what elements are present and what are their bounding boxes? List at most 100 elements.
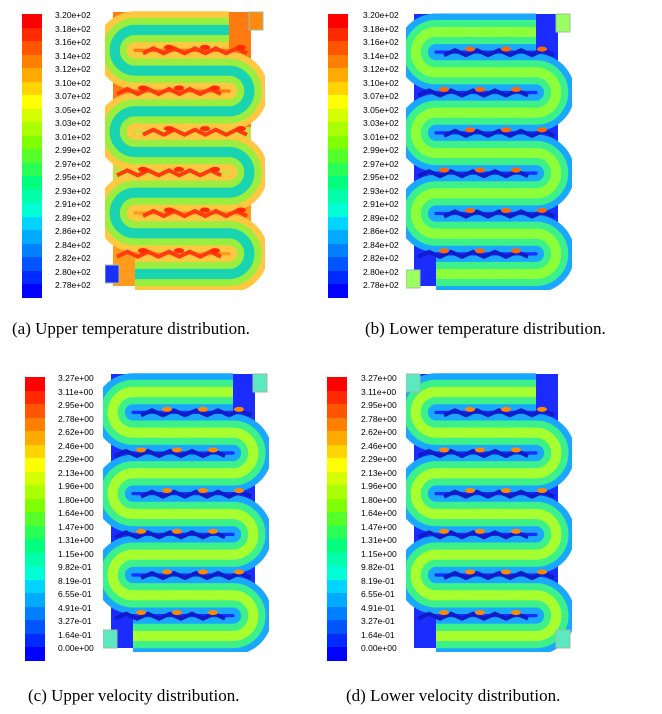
hot-spot [138,85,148,91]
port [406,269,421,289]
colorbar-tick-label: 2.84e+02 [363,239,399,250]
colorbar-swatch [327,458,347,472]
hot-spot [511,87,521,92]
colorbar-tick-label: 3.03e+02 [363,118,399,128]
colorbar-tick-label: 2.80e+02 [363,266,399,277]
hot-spot [236,207,246,213]
flow-band-center [410,26,562,280]
hot-spot [465,208,475,213]
colorbar-tick-label: 3.05e+02 [55,104,91,115]
hot-spot [439,610,449,616]
hot-spot [164,126,174,132]
colorbar-tick-label: 2.95e+02 [55,172,91,182]
colorbar-swatch [327,566,347,580]
contour-plot-d [406,373,572,652]
colorbar-swatch [328,41,348,55]
baffle [417,448,529,459]
colorbar-tick-label: 2.78e+02 [55,280,91,290]
colorbar-swatch [25,566,45,580]
hot-spot [164,207,174,213]
colorbar-a [22,14,42,298]
colorbar-tick-label: 1.96e+00 [58,481,94,491]
baffle [417,611,529,621]
colorbar-swatch [327,539,347,553]
colorbar-swatch [327,633,347,647]
colorbar-tick-label: 2.91e+02 [55,199,91,209]
colorbar-c [25,377,45,661]
colorbar-tick-label: 0.00e+00 [361,643,397,653]
hot-spot [234,488,244,494]
colorbar-swatch [328,243,348,257]
hot-spot [136,528,146,534]
colorbar-tick-label: 3.27e+00 [58,373,94,383]
port [248,11,264,31]
colorbar-swatch [22,95,42,109]
colorbar-tick-label: 3.05e+02 [363,104,399,115]
colorbar-tick-label: 3.18e+02 [55,23,91,34]
colorbar-swatch [328,81,348,95]
hot-spot [234,406,244,412]
hot-spot [465,569,475,575]
colorbar-tick-label: 3.12e+02 [55,64,91,74]
colorbar-swatch [22,27,42,41]
colorbar-tick-label: 2.99e+02 [55,145,91,155]
colorbar-tick-label: 8.19e-01 [361,575,395,586]
hot-spot [501,569,511,575]
colorbar-swatch [328,284,348,298]
colorbar-tick-label: 2.95e+00 [58,400,94,410]
baffle [417,88,529,98]
colorbar-swatch [327,579,347,593]
hot-spot [501,406,511,412]
contour-plot-a [105,11,265,290]
colorbar-swatch [327,552,347,566]
colorbar-d [327,377,347,661]
hot-spot [511,610,521,616]
colorbar-tick-label: 8.19e-01 [58,575,92,586]
colorbar-swatch [327,485,347,499]
colorbar-tick-label: 2.93e+02 [55,185,91,196]
colorbar-swatch [22,108,42,122]
baffle [443,489,555,499]
colorbar-swatch [22,216,42,230]
hot-spot [501,46,511,52]
hot-spot [537,127,547,133]
hot-spot [439,167,449,173]
colorbar-swatch [25,579,45,593]
colorbar-swatch [328,162,348,176]
colorbar-swatch [328,176,348,190]
caption-c: (c) Upper velocity distribution. [28,686,240,705]
colorbar-tick-label: 2.95e+02 [363,172,399,182]
hot-spot [208,528,218,534]
colorbar-swatch [327,390,347,404]
colorbar-swatch [25,417,45,431]
hot-spot [198,406,208,412]
colorbar-swatch [327,647,347,661]
colorbar-swatch [22,270,42,284]
colorbar-tick-label: 3.27e+00 [361,373,397,383]
colorbar-swatch [328,149,348,163]
hot-spot [475,610,485,616]
colorbar-tick-label: 2.46e+00 [58,440,94,451]
colorbar-tick-label: 2.84e+02 [55,239,91,250]
colorbar-swatch [25,377,45,391]
colorbar-swatch [327,404,347,418]
colorbar-swatch [25,512,45,526]
baffle [140,408,252,418]
colorbar-tick-label: 1.80e+00 [58,494,94,505]
colorbar-tick-label: 9.82e-01 [361,562,395,572]
colorbar-swatch [25,390,45,404]
colorbar-swatch [327,377,347,391]
colorbar-swatch [328,257,348,271]
hot-spot [465,46,475,52]
colorbar-swatch [25,633,45,647]
colorbar-swatch [25,620,45,634]
colorbar-tick-label: 2.97e+02 [55,158,91,169]
colorbar-swatch [328,95,348,109]
colorbar-tick-label: 2.89e+02 [55,212,91,223]
colorbar-tick-label: 1.64e+00 [361,508,397,518]
colorbar-tick-label: 4.91e-01 [361,602,395,613]
colorbar-swatch [25,552,45,566]
colorbar-tick-label: 2.46e+00 [361,440,397,451]
baffle [417,530,529,540]
colorbar-tick-label: 3.10e+02 [55,77,91,88]
